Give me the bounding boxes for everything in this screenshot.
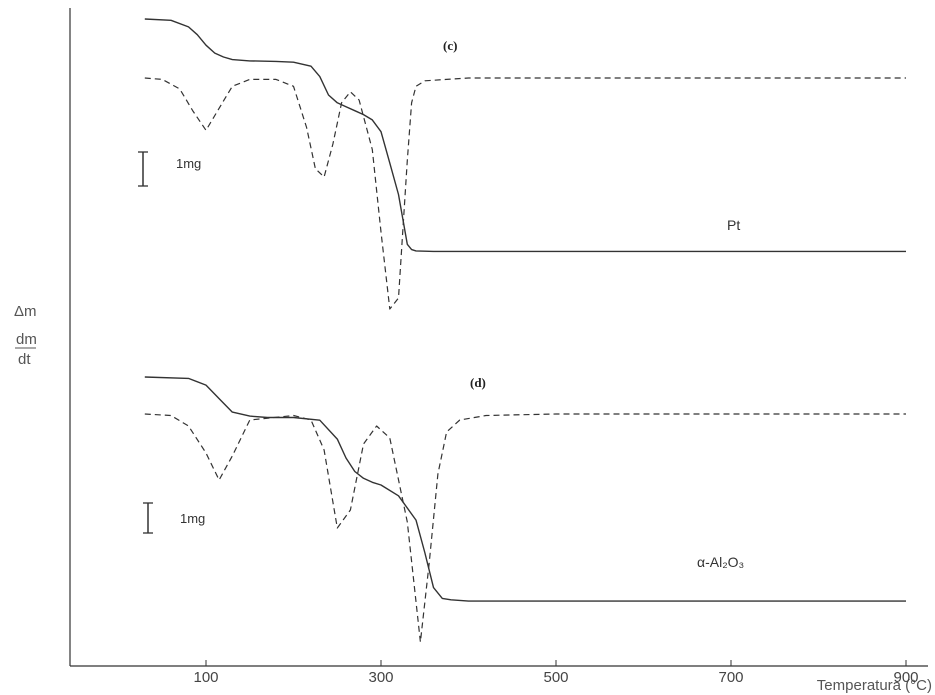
x-tick-label: 100	[193, 669, 218, 686]
curves-c	[144, 18, 906, 310]
x-tick-label: 300	[368, 669, 393, 686]
panel-d: (d) 1mg α-Al₂O₃	[143, 375, 906, 643]
sample-label-c: Pt	[727, 217, 740, 233]
scale-label-c: 1mg	[176, 156, 201, 171]
dtg-curve-c	[144, 77, 906, 310]
panel-label-d: (d)	[470, 375, 486, 390]
sample-label-d: α-Al₂O₃	[697, 554, 744, 570]
dtg-curve-d	[144, 413, 906, 643]
x-ticks: 100 300 500 700 900	[193, 660, 919, 686]
scale-label-d: 1mg	[180, 511, 205, 526]
x-axis-label: Temperatura (°C)	[817, 677, 932, 694]
y-axis-label-delta-m: Δm	[14, 303, 37, 320]
tg-curve-d	[144, 376, 906, 602]
y-axis-label-dt: dt	[18, 351, 31, 368]
panel-label-c: (c)	[443, 38, 457, 53]
x-tick-label: 500	[543, 669, 568, 686]
panel-c: (c) 1mg Pt	[138, 18, 906, 310]
y-axis-label-dm: dm	[16, 331, 37, 348]
x-tick-label: 900	[893, 669, 918, 686]
x-tick-label: 700	[718, 669, 743, 686]
curves-d	[144, 376, 906, 643]
tg-curve-c	[144, 18, 906, 253]
